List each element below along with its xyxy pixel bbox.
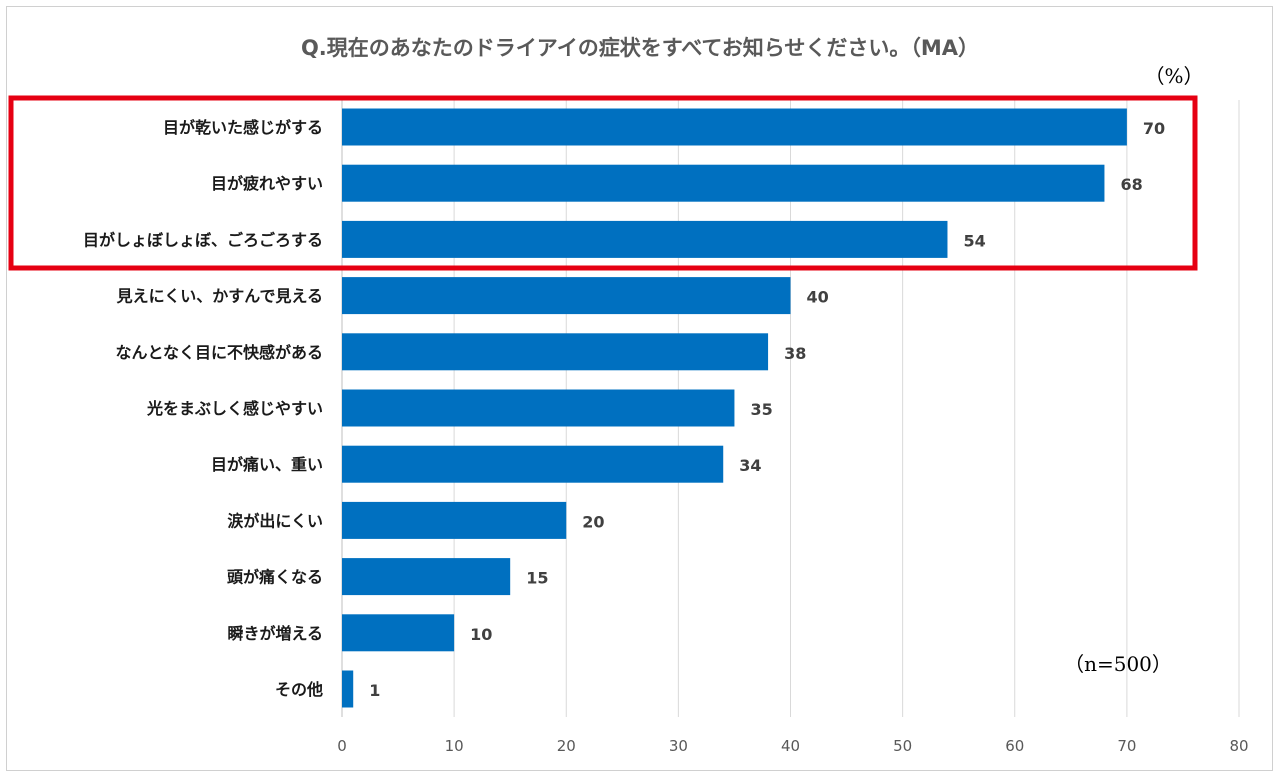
value-label: 40	[807, 288, 829, 307]
value-label: 1	[369, 681, 380, 700]
x-tick-label: 40	[781, 737, 800, 755]
value-label: 68	[1120, 175, 1142, 194]
x-tick-label: 20	[557, 737, 576, 755]
value-label: 15	[526, 569, 548, 588]
category-label: 目が痛い、重い	[211, 455, 323, 474]
category-label: 見えにくい、かすんで見える	[116, 287, 323, 306]
category-label: その他	[275, 680, 323, 699]
category-label: 目が乾いた感じがする	[163, 118, 323, 137]
highlight-box	[8, 95, 1198, 271]
bar	[342, 220, 948, 258]
bar	[342, 445, 724, 483]
bar	[342, 614, 455, 652]
sample-size-note: （n=500）	[1064, 652, 1172, 676]
value-label: 10	[470, 625, 492, 644]
bars	[342, 108, 1127, 708]
category-label: 涙が出にくい	[227, 511, 323, 530]
x-tick-label: 10	[445, 737, 464, 755]
bar	[342, 108, 1127, 146]
bar	[342, 501, 567, 539]
category-label: 瞬きが増える	[227, 624, 323, 643]
x-tick-label: 30	[669, 737, 688, 755]
x-tick-label: 0	[337, 737, 347, 755]
x-tick-label: 50	[893, 737, 912, 755]
value-label: 35	[750, 400, 772, 419]
value-label: 20	[582, 512, 604, 531]
x-tick-label: 80	[1229, 737, 1248, 755]
value-label: 54	[963, 231, 985, 250]
category-label: 目が疲れやすい	[211, 174, 323, 193]
category-labels: 目が乾いた感じがする目が疲れやすい目がしょぼしょぼ、ごろごろする見えにくい、かす…	[83, 118, 323, 699]
bar	[342, 389, 735, 427]
chart-title: Q.現在のあなたのドライアイの症状をすべてお知らせください。（MA）	[301, 36, 979, 60]
bar	[342, 670, 354, 708]
grid-lines	[341, 100, 1240, 717]
category-label: 光をまぶしく感じやすい	[146, 399, 323, 418]
value-label: 38	[784, 344, 806, 363]
bar	[342, 277, 791, 315]
value-label: 34	[739, 456, 761, 475]
bar	[342, 558, 511, 596]
category-label: 目がしょぼしょぼ、ごろごろする	[83, 230, 323, 249]
value-label: 70	[1143, 119, 1165, 138]
x-tick-label: 60	[1005, 737, 1024, 755]
x-axis-ticks: 0 10 20 30 40 50 60 70 80	[337, 737, 1248, 755]
x-tick-label: 70	[1117, 737, 1136, 755]
value-labels: 70 68 54 40 38 35 34 20 15 10 1	[369, 119, 1165, 700]
unit-label: （%）	[1144, 64, 1203, 88]
bar	[342, 333, 769, 371]
bar	[342, 164, 1105, 202]
category-label: 頭が痛くなる	[227, 568, 323, 587]
category-label: なんとなく目に不快感がある	[115, 343, 323, 362]
